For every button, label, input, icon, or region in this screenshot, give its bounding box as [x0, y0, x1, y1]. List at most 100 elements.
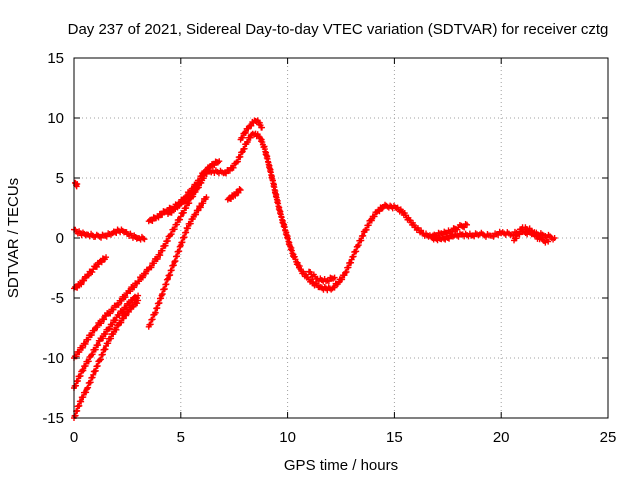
data-point [233, 149, 245, 166]
data-point [203, 194, 210, 201]
data-point [135, 297, 142, 304]
series-arc-lower-shelf [71, 226, 148, 243]
data-point [303, 274, 316, 285]
data-point [498, 229, 514, 238]
series-arc-i [305, 268, 338, 285]
data-point [216, 158, 223, 165]
data-point [528, 227, 542, 242]
data-point [291, 253, 303, 271]
series-arc-k [511, 224, 552, 246]
data-point [152, 295, 165, 316]
data-point [128, 232, 140, 242]
x-tick-label: 20 [493, 429, 510, 446]
data-point [141, 236, 148, 243]
series-arc-g [164, 158, 223, 217]
series-arc-d [71, 297, 142, 421]
data-point [135, 233, 147, 243]
data-point [269, 177, 280, 201]
data-point [399, 209, 412, 223]
series-arc-a [71, 254, 110, 292]
data-point [173, 196, 188, 211]
data-point [115, 311, 128, 328]
data-point [103, 254, 110, 261]
data-point [455, 221, 469, 231]
data-point [199, 164, 213, 179]
x-axis-label: GPS time / hours [284, 457, 398, 474]
data-point [335, 272, 348, 286]
data-point [444, 232, 456, 242]
y-tick-label: 0 [56, 230, 64, 247]
series-arc-peak [237, 117, 265, 143]
data-point [231, 186, 243, 199]
data-point [177, 225, 190, 249]
y-axis-label: SDTVAR / TECUs [5, 178, 22, 298]
data-point [83, 374, 96, 393]
data-point [265, 159, 276, 182]
data-point [464, 221, 471, 228]
x-tick-label: 5 [177, 429, 185, 446]
data-point [122, 297, 136, 311]
y-tick-label: 15 [47, 50, 64, 67]
data-point [92, 312, 109, 331]
data-point [374, 204, 386, 215]
data-point [109, 322, 122, 337]
data-point [412, 224, 425, 236]
data-point [331, 274, 338, 281]
data-point [342, 259, 355, 276]
y-tick-label: -5 [51, 290, 64, 307]
data-point [71, 340, 87, 361]
data-point [158, 276, 171, 299]
data-point [122, 229, 134, 239]
data-point [536, 234, 550, 246]
data-point [323, 274, 337, 285]
data-point [273, 196, 284, 218]
x-tick-label: 15 [386, 429, 403, 446]
data-point [103, 331, 115, 349]
data-point [545, 238, 552, 245]
data-point [551, 235, 558, 241]
data-point [74, 181, 81, 187]
data-point [167, 216, 184, 239]
data-point [128, 299, 141, 311]
data-point [258, 124, 265, 131]
series-arc-c [71, 292, 142, 391]
data-point [316, 283, 328, 293]
data-point [314, 275, 328, 285]
data-point [261, 143, 271, 165]
data-points [71, 117, 558, 421]
data-point [164, 262, 177, 282]
data-point [237, 187, 244, 193]
x-tick-label: 0 [70, 429, 78, 446]
data-point [79, 353, 94, 374]
data-point [476, 229, 492, 240]
data-point [77, 389, 90, 405]
data-point [135, 266, 151, 285]
chart-title: Day 237 of 2021, Sidereal Day-to-day VTE… [68, 21, 609, 38]
data-point [115, 226, 127, 236]
data-point [88, 337, 102, 359]
x-tick-label: 10 [279, 429, 296, 446]
series-arc-main [199, 130, 558, 294]
x-tick-label: 25 [600, 429, 617, 446]
axis-ticks: 0 5 10 15 20 25 -15 -10 -5 0 5 10 15 [42, 50, 616, 446]
y-tick-label: -15 [42, 410, 64, 427]
data-point [297, 266, 309, 280]
data-point [105, 317, 119, 333]
data-point [96, 346, 109, 364]
y-tick-label: 5 [56, 170, 64, 187]
data-point [77, 273, 89, 288]
data-point [164, 205, 179, 217]
data-point [348, 243, 361, 263]
y-tick-label: 10 [47, 110, 64, 127]
data-point [145, 214, 160, 225]
series-arc-h [224, 186, 244, 203]
y-tick-label: -10 [42, 350, 64, 367]
grid-lines [74, 58, 608, 418]
series-arc-j [429, 221, 471, 240]
data-point [145, 251, 162, 273]
series-arc-e [145, 194, 210, 330]
data-point [197, 196, 209, 211]
data-point [90, 259, 102, 273]
series-arc-early-point [72, 179, 81, 190]
